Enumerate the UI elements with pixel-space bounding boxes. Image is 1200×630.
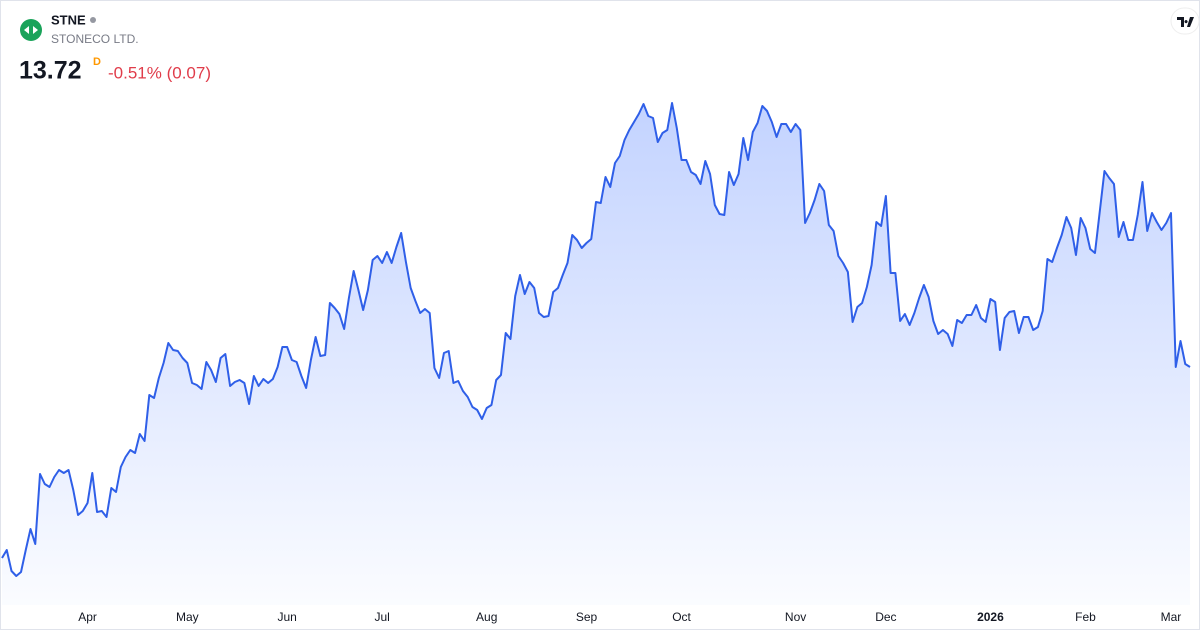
price: 13.72	[19, 57, 82, 85]
x-tick-label: Jun	[277, 610, 296, 624]
x-tick-label: Feb	[1075, 610, 1096, 624]
x-tick-label: Mar	[1161, 610, 1182, 624]
x-tick-label: Oct	[672, 610, 691, 624]
x-tick-label: Apr	[78, 610, 97, 624]
x-tick-label: 2026	[977, 610, 1004, 624]
x-tick-label: Sep	[576, 610, 598, 624]
company-name: STONECO LTD.	[51, 32, 139, 46]
interval: D	[93, 56, 101, 68]
status-dot	[90, 17, 96, 23]
x-tick-label: Jul	[374, 610, 389, 624]
plot-area: Apr May Jun Jul Aug Sep Oct Nov Dec 2026 Feb Mar	[1, 102, 1191, 624]
brand-logo	[1170, 7, 1200, 35]
price-line	[1, 102, 1191, 577]
symbol-logo	[20, 19, 42, 41]
x-tick-label: Aug	[476, 610, 497, 624]
symbol: STNE	[51, 12, 86, 27]
x-tick-label: Dec	[875, 610, 896, 624]
area-fill	[2, 103, 1190, 605]
x-tick-label: May	[176, 610, 199, 624]
x-tick-label: Nov	[785, 610, 806, 624]
change: -0.51% (0.07)	[108, 63, 211, 82]
